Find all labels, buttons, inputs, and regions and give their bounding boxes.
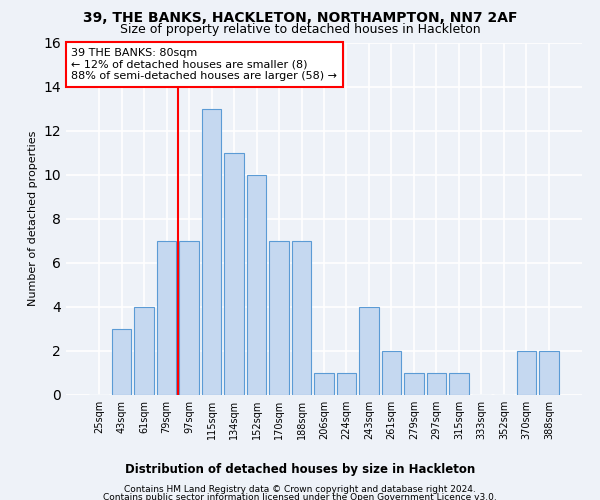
Bar	[314, 373, 334, 395]
Text: Distribution of detached houses by size in Hackleton: Distribution of detached houses by size …	[125, 462, 475, 475]
Bar	[427, 373, 446, 395]
Bar	[157, 241, 176, 395]
Bar	[269, 241, 289, 395]
Text: 39 THE BANKS: 80sqm
← 12% of detached houses are smaller (8)
88% of semi-detache: 39 THE BANKS: 80sqm ← 12% of detached ho…	[71, 48, 337, 81]
Bar	[202, 108, 221, 395]
Bar	[404, 373, 424, 395]
Bar	[292, 241, 311, 395]
Bar	[449, 373, 469, 395]
Text: Contains HM Land Registry data © Crown copyright and database right 2024.: Contains HM Land Registry data © Crown c…	[124, 485, 476, 494]
Bar	[337, 373, 356, 395]
Bar	[539, 351, 559, 395]
Text: 39, THE BANKS, HACKLETON, NORTHAMPTON, NN7 2AF: 39, THE BANKS, HACKLETON, NORTHAMPTON, N…	[83, 11, 517, 25]
Y-axis label: Number of detached properties: Number of detached properties	[28, 131, 38, 306]
Bar	[224, 152, 244, 395]
Text: Contains public sector information licensed under the Open Government Licence v3: Contains public sector information licen…	[103, 494, 497, 500]
Bar	[247, 174, 266, 395]
Bar	[179, 241, 199, 395]
Text: Size of property relative to detached houses in Hackleton: Size of property relative to detached ho…	[119, 22, 481, 36]
Bar	[382, 351, 401, 395]
Bar	[517, 351, 536, 395]
Bar	[359, 307, 379, 395]
Bar	[134, 307, 154, 395]
Bar	[112, 329, 131, 395]
